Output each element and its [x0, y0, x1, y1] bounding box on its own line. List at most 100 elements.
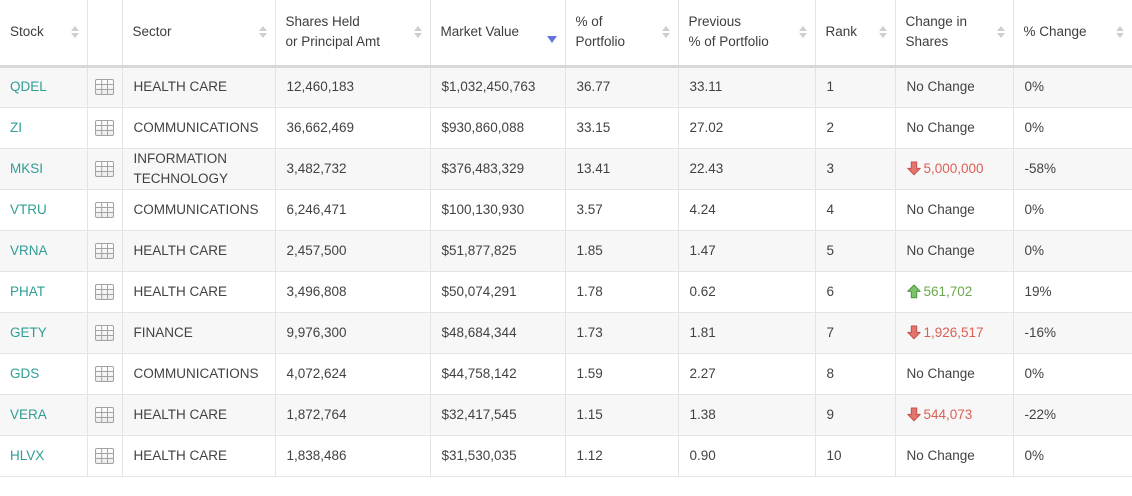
stock-ticker-link[interactable]: VTRU	[10, 201, 47, 217]
col-label-stock: Stock	[10, 24, 44, 40]
sector-cell: COMMUNICATIONS	[122, 353, 276, 395]
stock-ticker-link[interactable]: VERA	[10, 406, 47, 422]
pct-portfolio-cell: 1.73	[565, 312, 679, 354]
arrow-up-icon	[906, 284, 921, 299]
table-row: GDS COMMUNICATIONS 4,072,624 $44,758,142…	[0, 353, 1132, 395]
sort-icon[interactable]	[878, 26, 887, 39]
holdings-history-cell[interactable]	[87, 107, 123, 149]
col-header-pct-change[interactable]: % Change	[1013, 0, 1132, 68]
holdings-history-cell[interactable]	[87, 271, 123, 313]
col-header-pct-portfolio[interactable]: % of Portfolio	[565, 0, 679, 68]
sort-icon[interactable]	[798, 26, 807, 39]
prev-pct-portfolio-cell: 4.24	[678, 189, 816, 231]
pct-portfolio-cell: 36.77	[565, 66, 679, 108]
holdings-grid-icon[interactable]	[95, 160, 114, 177]
holdings-grid-icon[interactable]	[95, 283, 114, 300]
holdings-grid-icon[interactable]	[95, 406, 114, 423]
col-header-change-in-shares[interactable]: Change in Shares	[895, 0, 1014, 68]
col-label-change-in-shares: Change in Shares	[905, 14, 968, 50]
table-body: QDEL HEALTH CARE 12,460,183 $1,032,450,7…	[0, 66, 1132, 477]
pct-change-cell: -16%	[1013, 312, 1132, 354]
shares-held-cell: 2,457,500	[275, 230, 431, 272]
change-in-shares-cell: No Change	[895, 435, 1014, 477]
holdings-grid-icon[interactable]	[95, 201, 114, 218]
stock-ticker-link[interactable]: MKSI	[10, 160, 44, 176]
change-in-shares-value: No Change	[906, 119, 975, 135]
header-row: Stock Sector Shares Held or Principal Am…	[0, 0, 1132, 68]
shares-held-cell: 6,246,471	[275, 189, 431, 231]
change-in-shares-cell: No Change	[895, 107, 1014, 149]
change-in-shares-value: No Change	[906, 242, 975, 258]
change-in-shares-cell: No Change	[895, 66, 1014, 108]
stock-ticker-link[interactable]: PHAT	[10, 283, 46, 299]
pct-change-cell: -58%	[1013, 148, 1132, 190]
pct-change-cell: -22%	[1013, 394, 1132, 436]
holdings-grid-icon[interactable]	[95, 365, 114, 382]
rank-cell: 3	[815, 148, 896, 190]
stock-ticker-cell: QDEL	[0, 66, 88, 108]
rank-cell: 4	[815, 189, 896, 231]
stock-ticker-cell: GETY	[0, 312, 88, 354]
pct-change-cell: 19%	[1013, 271, 1132, 313]
stock-ticker-link[interactable]: HLVX	[10, 447, 45, 463]
sort-icon[interactable]	[661, 26, 670, 39]
pct-change-cell: 0%	[1013, 107, 1132, 149]
holdings-grid-icon[interactable]	[95, 119, 114, 136]
prev-pct-portfolio-cell: 22.43	[678, 148, 816, 190]
change-in-shares-value: No Change	[906, 79, 975, 94]
holdings-history-cell[interactable]	[87, 189, 123, 231]
table-row: HLVX HEALTH CARE 1,838,486 $31,530,035 1…	[0, 435, 1132, 477]
sort-icon[interactable]	[413, 26, 422, 39]
sector-cell: COMMUNICATIONS	[122, 107, 276, 149]
arrow-down-icon	[906, 161, 921, 176]
stock-ticker-cell: VTRU	[0, 189, 88, 231]
holdings-history-cell[interactable]	[87, 353, 123, 395]
sort-icon[interactable]	[258, 26, 267, 39]
stock-ticker-link[interactable]: GDS	[10, 365, 40, 381]
col-header-prev-pct-portfolio[interactable]: Previous % of Portfolio	[678, 0, 816, 68]
sector-cell: FINANCE	[122, 312, 276, 354]
holdings-table: Stock Sector Shares Held or Principal Am…	[0, 0, 1132, 477]
pct-portfolio-cell: 1.59	[565, 353, 679, 395]
sector-cell: HEALTH CARE	[122, 435, 276, 477]
col-header-shares-held[interactable]: Shares Held or Principal Amt	[275, 0, 431, 68]
stock-ticker-cell: VRNA	[0, 230, 88, 272]
sector-cell: HEALTH CARE	[122, 66, 276, 108]
holdings-history-cell[interactable]	[87, 148, 123, 190]
rank-cell: 2	[815, 107, 896, 149]
col-header-stock[interactable]: Stock	[0, 0, 88, 68]
change-in-shares-value: 561,702	[923, 283, 973, 299]
holdings-history-cell[interactable]	[87, 312, 123, 354]
table-row: VERA HEALTH CARE 1,872,764 $32,417,545 1…	[0, 394, 1132, 436]
col-header-rank[interactable]: Rank	[815, 0, 896, 68]
holdings-grid-icon[interactable]	[95, 447, 114, 464]
sort-icon[interactable]	[70, 26, 79, 39]
prev-pct-portfolio-cell: 0.90	[678, 435, 816, 477]
col-header-market-value[interactable]: Market Value	[430, 0, 566, 68]
stock-ticker-link[interactable]: VRNA	[10, 242, 48, 258]
col-label-rank: Rank	[825, 24, 858, 40]
stock-ticker-cell: ZI	[0, 107, 88, 149]
sort-icon[interactable]	[1116, 26, 1124, 39]
col-label-market-value: Market Value	[440, 24, 520, 40]
pct-portfolio-cell: 13.41	[565, 148, 679, 190]
holdings-grid-icon[interactable]	[95, 242, 114, 259]
holdings-history-cell[interactable]	[87, 435, 123, 477]
stock-ticker-link[interactable]: ZI	[10, 119, 22, 135]
sort-icon[interactable]	[996, 26, 1005, 39]
stock-ticker-link[interactable]: QDEL	[10, 79, 47, 94]
stock-ticker-link[interactable]: GETY	[10, 324, 47, 340]
pct-portfolio-cell: 1.15	[565, 394, 679, 436]
col-header-sector[interactable]: Sector	[122, 0, 276, 68]
pct-change-cell: 0%	[1013, 230, 1132, 272]
holdings-history-cell[interactable]	[87, 230, 123, 272]
holdings-history-cell[interactable]	[87, 394, 123, 436]
holdings-history-cell[interactable]	[87, 66, 123, 108]
holdings-grid-icon[interactable]	[95, 79, 114, 96]
col-label-pct-change: % Change	[1023, 24, 1087, 40]
sorted-desc-icon[interactable]	[546, 35, 557, 43]
col-label-prev-pct-portfolio: Previous % of Portfolio	[688, 14, 769, 50]
holdings-grid-icon[interactable]	[95, 324, 114, 341]
sector-cell: HEALTH CARE	[122, 271, 276, 313]
